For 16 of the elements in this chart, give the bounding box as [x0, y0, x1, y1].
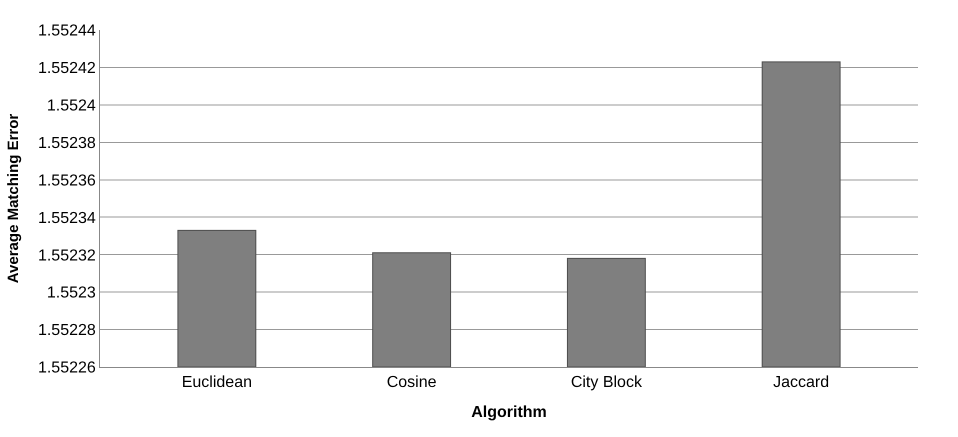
y-tick-label: 1.55234	[38, 210, 96, 227]
x-tick-label: Euclidean	[182, 374, 252, 392]
y-tick-label: 1.55226	[38, 360, 96, 377]
x-tick-label: City Block	[570, 374, 643, 392]
x-tick-label: Cosine	[386, 374, 437, 392]
y-axis-title: Average Matching Error	[5, 114, 22, 284]
y-tick-label: 1.5524	[46, 97, 96, 114]
y-tick-label: 1.55242	[38, 60, 96, 78]
y-tick-label: 1.55236	[38, 172, 96, 190]
x-tick-label: Jaccard	[773, 374, 830, 392]
y-tick-label: 1.55238	[38, 134, 96, 152]
y-tick-label: 1.55228	[38, 322, 96, 340]
x-axis-title: Algorithm	[471, 404, 547, 421]
y-tick-label: 1.55232	[38, 247, 96, 264]
y-tick-label: 1.55244	[38, 22, 96, 40]
y-tick-label: 1.5523	[46, 284, 96, 302]
